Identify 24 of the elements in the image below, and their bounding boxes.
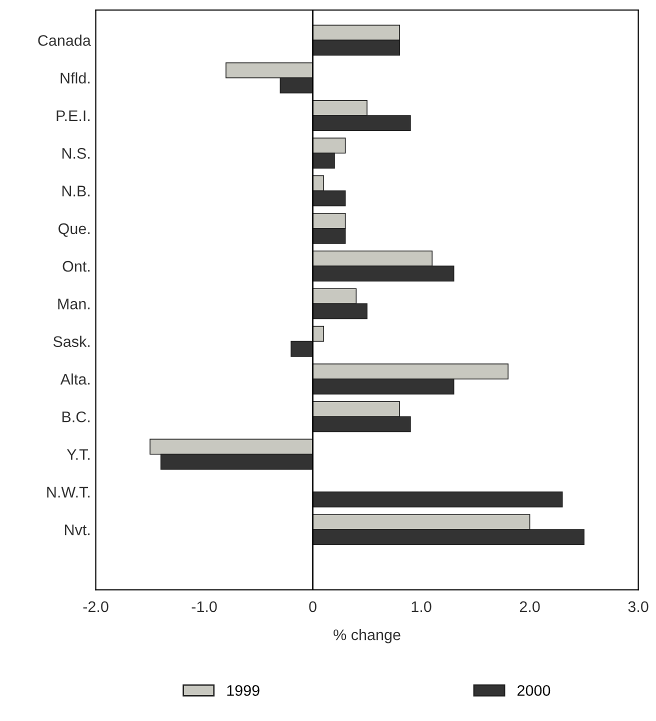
y-tick-label: Canada (38, 34, 91, 46)
y-tick-label: Alta. (60, 373, 90, 385)
legend-label: 2000 (518, 685, 550, 696)
y-tick-label: Ont. (62, 260, 90, 272)
y-tick-label: N.S. (62, 148, 90, 159)
y-tick-label: P.E.I. (56, 110, 90, 122)
legend-label: 1999 (227, 685, 260, 696)
bar (312, 491, 563, 508)
x-tick-label: 2.0 (520, 601, 540, 612)
x-tick-label: 1.0 (412, 601, 432, 612)
x-tick-label: -1.0 (192, 601, 217, 612)
y-tick-label: Man. (58, 298, 90, 310)
y-tick-label: N.B. (62, 186, 90, 196)
y-tick-label: Nvt. (65, 524, 90, 536)
x-axis-title: % change (334, 629, 400, 644)
x-tick-label: -2.0 (83, 601, 108, 612)
y-tick-label: Y.T. (66, 449, 90, 460)
y-tick-label: Sask. (53, 336, 90, 348)
y-tick-label: B.C. (62, 411, 90, 422)
y-tick-label: Que. (58, 223, 90, 237)
y-tick-label: Nfld. (60, 72, 90, 84)
x-tick-label: 3.0 (628, 601, 648, 612)
x-tick-label: 0 (309, 601, 316, 612)
y-tick-label: N.W.T. (47, 486, 90, 498)
